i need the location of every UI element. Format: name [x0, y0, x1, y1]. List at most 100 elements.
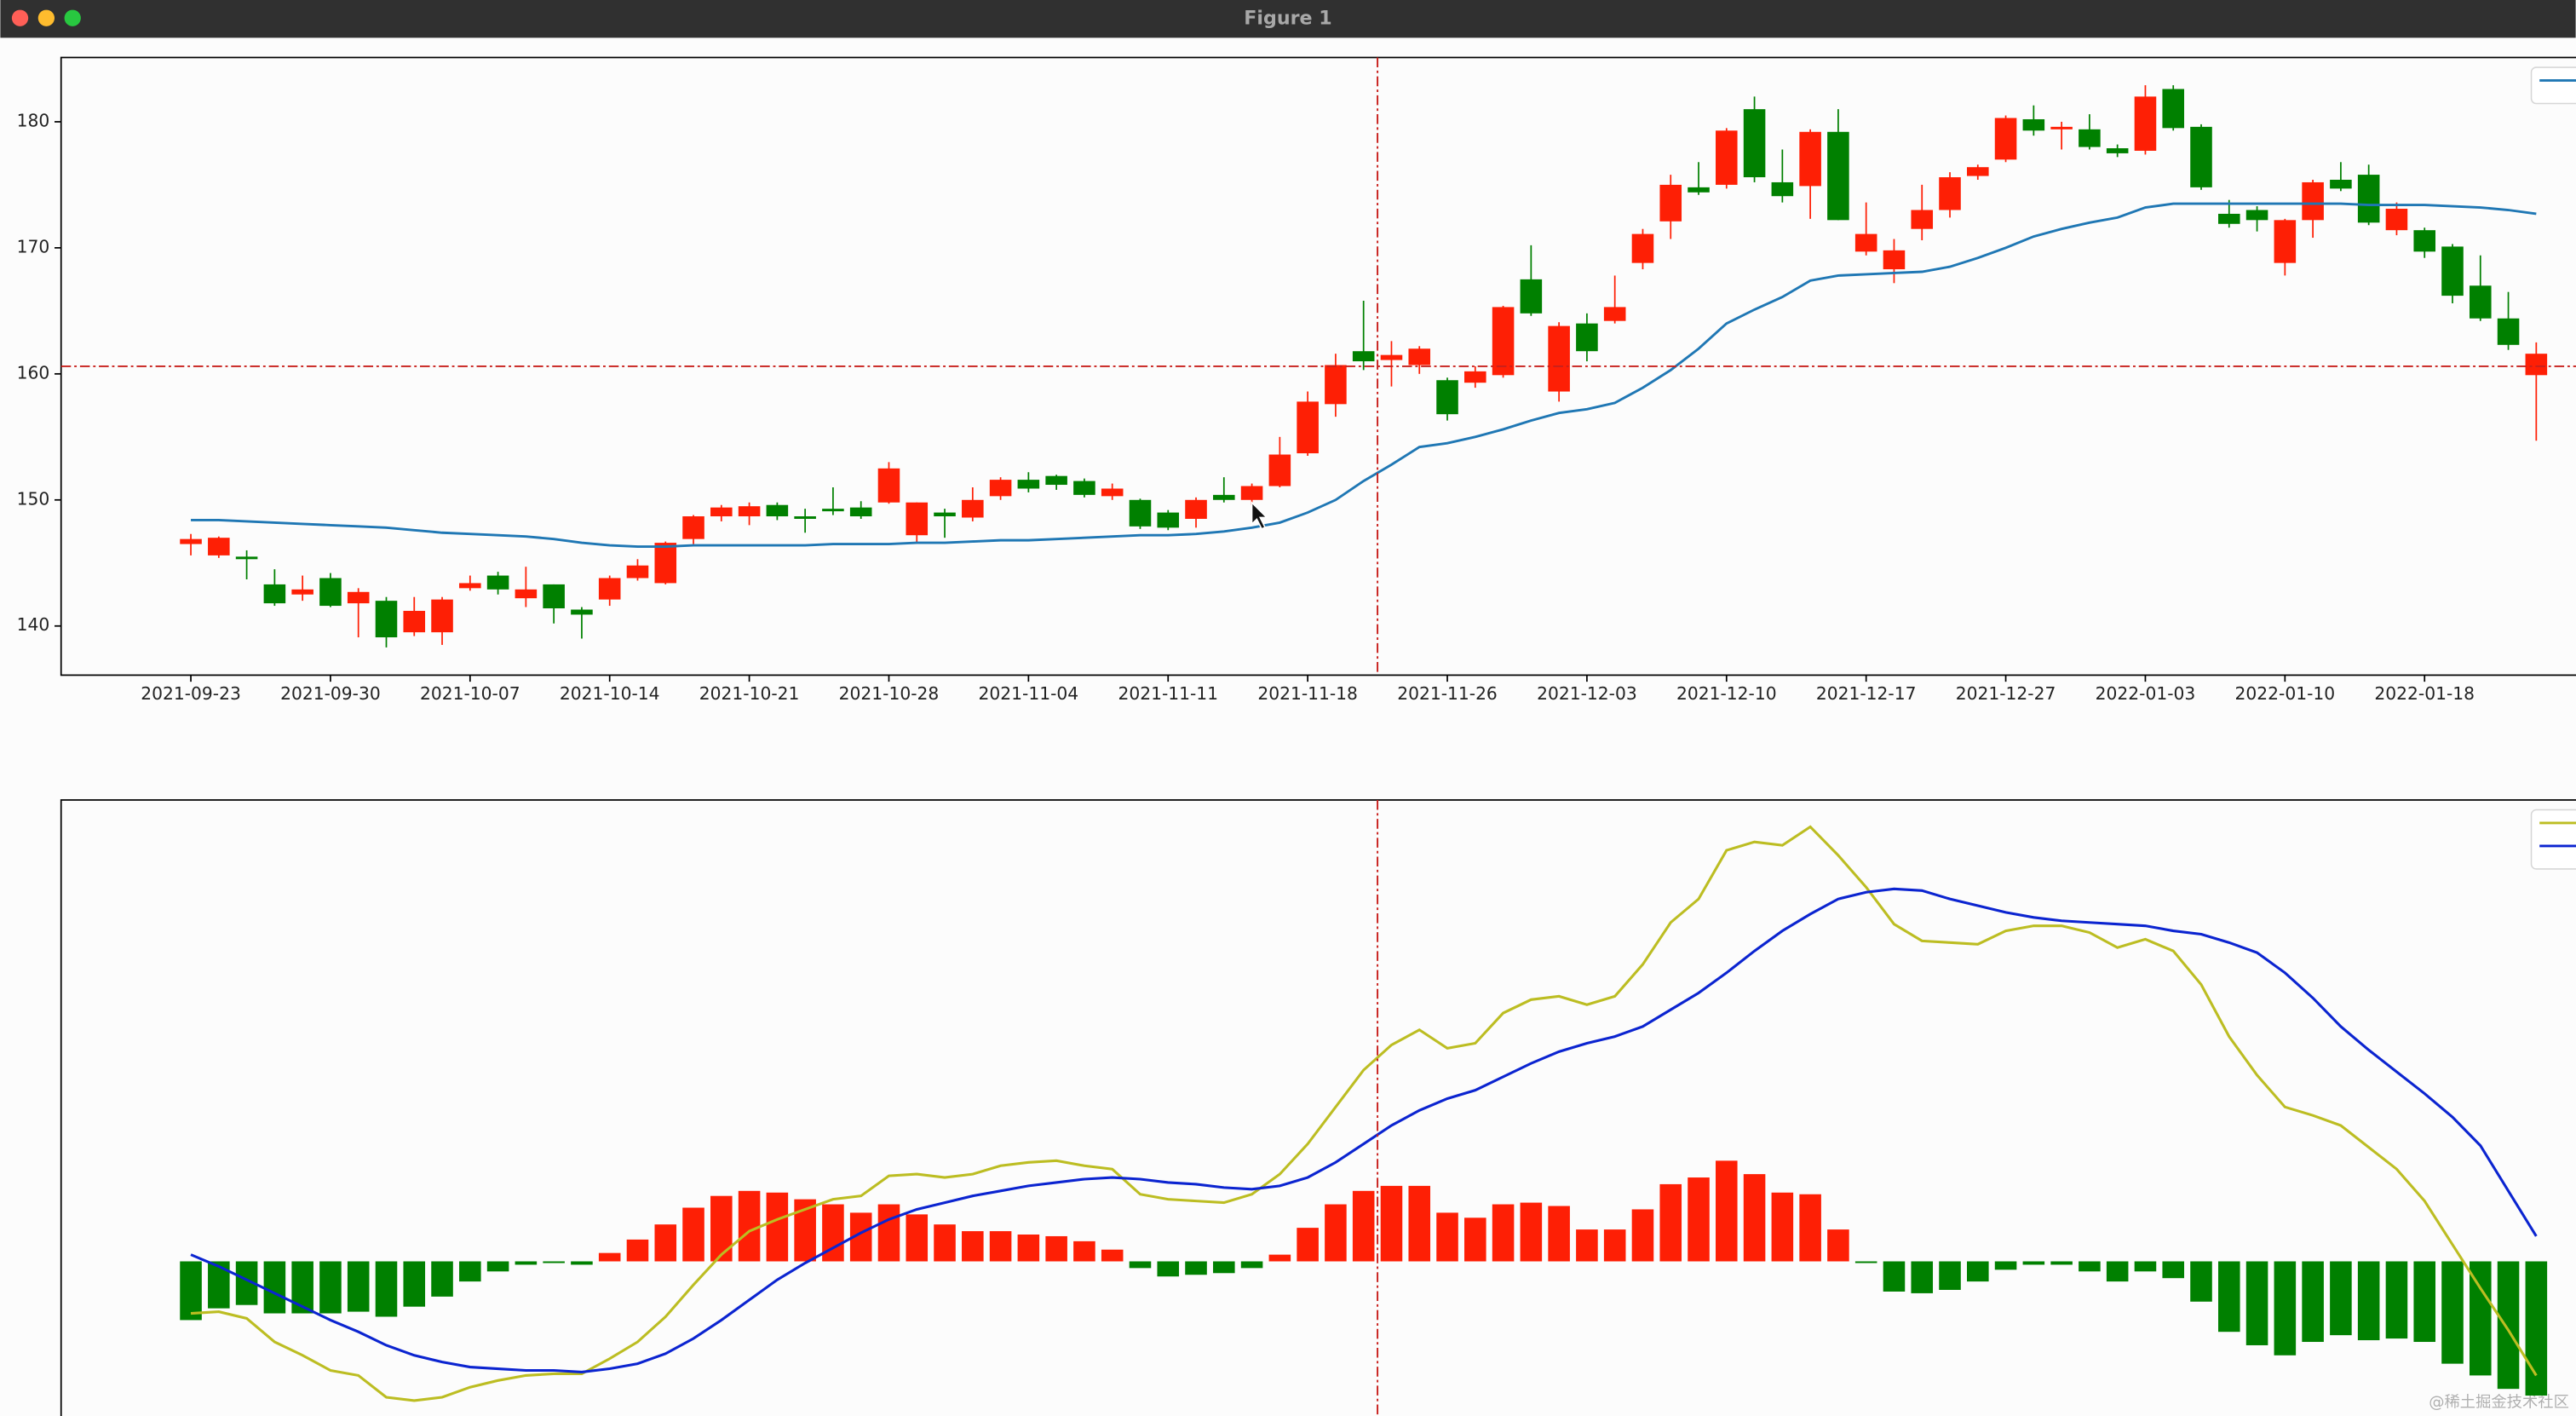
- macd-bar: [598, 1252, 621, 1262]
- x-tick-label: 2021-11-18: [1257, 683, 1358, 704]
- candle-body: [2413, 230, 2436, 252]
- candle-body: [1883, 250, 1906, 270]
- candle-body: [2190, 126, 2212, 187]
- candle-body: [291, 589, 313, 595]
- candle-body: [1185, 499, 1207, 519]
- candle-body: [1352, 351, 1375, 362]
- candle-body: [2357, 175, 2380, 223]
- macd-bar: [738, 1190, 761, 1262]
- x-tick-label: 2021-10-28: [839, 683, 940, 704]
- macd-bar: [1716, 1160, 1738, 1262]
- candle-body: [1129, 499, 1152, 527]
- macd-bar: [403, 1261, 426, 1307]
- macd-bar: [1743, 1174, 1766, 1262]
- candle-body: [543, 584, 565, 609]
- macd-bar: [2274, 1261, 2297, 1356]
- close-button[interactable]: [11, 9, 29, 26]
- candle-body: [2469, 285, 2492, 319]
- macd-bar: [1185, 1261, 1207, 1275]
- macd-bar: [2050, 1261, 2073, 1265]
- candle-body: [989, 480, 1012, 497]
- x-tick-label: 2021-11-04: [979, 683, 1079, 704]
- macd-bar: [1240, 1261, 1263, 1269]
- macd-bar: [934, 1224, 956, 1262]
- zoom-button[interactable]: [64, 9, 81, 26]
- candle-body: [2106, 148, 2129, 153]
- candle-body: [2302, 181, 2324, 221]
- x-tick-label: 2021-12-10: [1676, 683, 1777, 704]
- candle-body: [1603, 307, 1626, 321]
- macd-bar: [1576, 1229, 1598, 1262]
- candle-body: [1157, 512, 1180, 528]
- candle-body: [1576, 323, 1598, 352]
- macd-bar: [347, 1261, 370, 1312]
- macd-bar: [543, 1261, 565, 1263]
- candle-body: [1520, 279, 1543, 314]
- y-tick-label: 180: [17, 110, 50, 130]
- macd-bar: [1073, 1240, 1095, 1262]
- candle-body: [208, 538, 230, 555]
- candle-body: [1994, 118, 2017, 160]
- candle-body: [347, 591, 370, 604]
- candle-body: [515, 589, 538, 599]
- candle-body: [1548, 325, 1570, 392]
- candle-body: [2385, 209, 2408, 231]
- macd-bar: [1939, 1261, 1961, 1290]
- moving-average-line: [191, 202, 2537, 548]
- macd-bar: [1688, 1177, 1710, 1262]
- candle-body: [2218, 213, 2240, 224]
- macd-bar: [2190, 1261, 2212, 1302]
- macd-bar: [1436, 1212, 1458, 1262]
- macd-bar: [1380, 1185, 1403, 1262]
- candle-body: [180, 538, 202, 544]
- title-bar: [0, 0, 2576, 38]
- macd-bar: [2302, 1261, 2324, 1343]
- macd-bar: [2022, 1261, 2045, 1265]
- x-tick-label: 2021-10-07: [420, 683, 520, 704]
- candle-body: [2079, 129, 2101, 147]
- macd-bar: [208, 1261, 230, 1309]
- candle-body: [1101, 488, 1124, 497]
- x-tick-label: 2021-12-03: [1537, 683, 1637, 704]
- candle-body: [877, 468, 900, 503]
- candle-body: [626, 565, 649, 578]
- candle-body: [598, 578, 621, 600]
- candle-body: [375, 601, 398, 638]
- x-tick-label: 2021-12-17: [1816, 683, 1917, 704]
- candle-body: [1911, 210, 1934, 229]
- macd-bar: [291, 1261, 313, 1314]
- minimize-button[interactable]: [37, 9, 55, 26]
- candle-body: [2330, 179, 2352, 189]
- axes-frame: [60, 799, 2576, 1416]
- candle-body: [2134, 96, 2157, 151]
- macd-bar: [431, 1261, 453, 1297]
- macd-bar: [906, 1214, 929, 1262]
- macd-bar: [375, 1261, 398, 1317]
- candle-body: [235, 556, 258, 560]
- candle-body: [766, 504, 789, 517]
- candle-body: [2245, 210, 2268, 221]
- macd-bar: [1911, 1261, 1934, 1293]
- macd-bar: [2330, 1261, 2352, 1336]
- macd-bar: [1157, 1261, 1180, 1277]
- candle-body: [1716, 130, 1738, 185]
- macd-bar: [180, 1261, 202, 1321]
- macd-bar: [654, 1224, 677, 1262]
- candle-body: [403, 610, 426, 633]
- candle-body: [2497, 318, 2520, 345]
- macd-bar: [2134, 1261, 2157, 1272]
- x-tick-label: 2021-10-14: [560, 683, 660, 704]
- macd-bar: [2079, 1261, 2101, 1272]
- x-tick-label: 2021-12-27: [1956, 683, 2056, 704]
- watermark: @稀土掘金技术社区: [2429, 1394, 2569, 1412]
- candle-body: [1939, 177, 1961, 210]
- candle-body: [2050, 126, 2073, 130]
- candle-body: [1268, 454, 1291, 486]
- candle-body: [794, 516, 816, 519]
- candle-body: [906, 502, 929, 536]
- candle-body: [1213, 494, 1235, 500]
- macd-bar: [571, 1261, 593, 1265]
- candle-body: [431, 599, 453, 633]
